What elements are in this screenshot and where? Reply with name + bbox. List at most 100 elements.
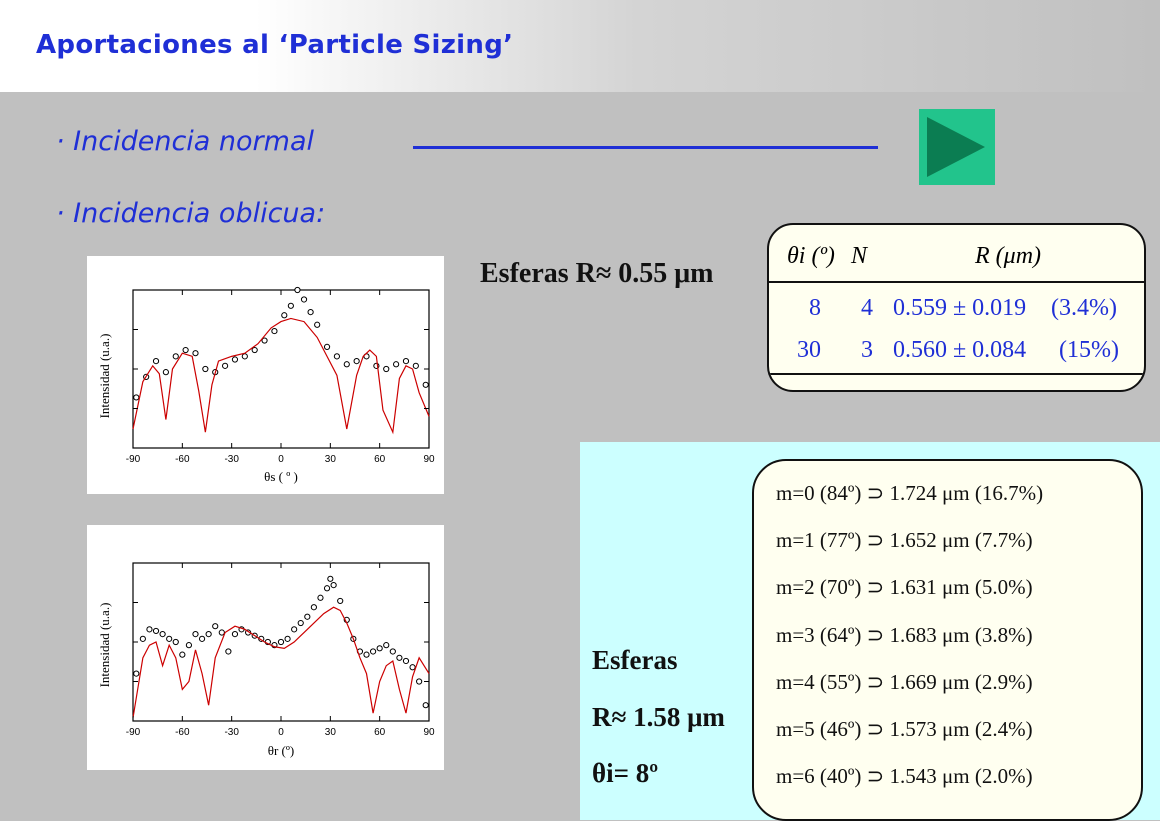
- data-point: [353, 358, 360, 365]
- data-point: [317, 594, 324, 601]
- data-point: [327, 575, 334, 582]
- table-row-2-n: 3: [861, 337, 873, 363]
- chart-svg-1: -90 -60 -30 0 30 60 90 Intensidad (u.a.) θs ( …: [97, 286, 435, 484]
- data-point: [159, 631, 166, 638]
- data-point: [261, 337, 268, 344]
- y-axis-label: Intensidad (u.a.): [97, 334, 112, 419]
- data-point: [139, 635, 146, 642]
- data-point: [241, 353, 248, 360]
- table-bottom-rule: [769, 373, 1144, 375]
- x-tick-label: 0: [278, 727, 284, 738]
- x-tick-label: -90: [126, 454, 141, 465]
- data-point: [396, 654, 403, 661]
- data-point: [337, 597, 344, 605]
- data-point: [251, 346, 258, 354]
- table-row-1-n: 4: [861, 295, 873, 321]
- data-point: [271, 327, 278, 335]
- spheres-large-radius: R≈ 1.58 μm: [592, 702, 725, 732]
- x-tick-label: -90: [126, 727, 141, 738]
- data-point: [172, 638, 179, 646]
- table-row-1-r: 0.559 ± 0.019: [893, 295, 1027, 321]
- x-axis-label: θs ( º ): [264, 469, 298, 484]
- result-row-m4: m=4 (55º) ⊃ 1.669 μm (2.9%): [776, 670, 1033, 694]
- data-point: [343, 361, 350, 368]
- theory-curve: [132, 317, 430, 435]
- data-point: [412, 362, 419, 369]
- data-point: [287, 302, 294, 309]
- data-point: [284, 635, 291, 642]
- x-tick-label: 30: [325, 727, 337, 738]
- data-point: [152, 627, 160, 635]
- spheres-large-angle: θi= 8º: [592, 758, 659, 788]
- x-tick-label: 60: [374, 454, 386, 465]
- spheres-small-label: Esferas R≈ 0.55 μm: [480, 258, 714, 289]
- play-button[interactable]: [919, 109, 995, 185]
- mode-results-box: m=0 (84º) ⊃ 1.724 μm (16.7%) m=1 (77º) ⊃…: [752, 459, 1143, 821]
- data-point: [198, 635, 206, 642]
- result-row-m2: m=2 (70º) ⊃ 1.631 μm (5.0%): [776, 575, 1033, 599]
- result-row-m1: m=1 (77º) ⊃ 1.652 μm (7.7%): [776, 528, 1033, 552]
- data-point: [389, 648, 396, 655]
- data-point: [422, 381, 429, 388]
- data-point: [314, 321, 321, 328]
- data-point: [185, 642, 193, 649]
- table-header-rule: [769, 281, 1144, 283]
- data-point: [146, 626, 153, 633]
- table-row-2-r: 0.560 ± 0.084: [893, 337, 1027, 363]
- x-tick-label: -30: [224, 727, 239, 738]
- chart-svg-2: -90 -60 -30 0 30 60 90 Intensidad (u.a.) θr (º…: [97, 562, 435, 758]
- result-row-m0: m=0 (84º) ⊃ 1.724 μm (16.7%): [776, 481, 1044, 505]
- data-point: [133, 394, 140, 401]
- title-bar: [0, 0, 1160, 92]
- data-point: [281, 312, 288, 319]
- y-axis-label: Intensidad (u.a.): [97, 603, 112, 688]
- table-header-n: N: [851, 243, 868, 269]
- data-point: [297, 619, 304, 627]
- spheres-large-label: Esferas: [592, 645, 678, 675]
- data-point: [218, 629, 225, 636]
- x-tick-label: 30: [325, 454, 337, 465]
- data-point: [409, 664, 416, 671]
- data-point: [166, 635, 173, 642]
- data-point: [205, 631, 212, 638]
- data-point: [402, 657, 410, 665]
- data-point: [393, 361, 400, 368]
- underline-divider: [413, 146, 878, 149]
- data-point: [152, 358, 160, 365]
- x-tick-label: 90: [423, 727, 435, 738]
- result-row-m6: m=6 (40º) ⊃ 1.543 μm (2.0%): [776, 764, 1033, 788]
- data-point: [402, 358, 410, 365]
- x-tick-label: 0: [278, 454, 284, 465]
- table-header-theta: θi (º): [787, 243, 835, 269]
- data-point: [225, 648, 232, 655]
- play-icon: [927, 117, 985, 177]
- data-point: [172, 353, 179, 360]
- data-point: [212, 623, 219, 630]
- table-row-2-theta: 30: [797, 337, 821, 363]
- table-header-r: R (μm): [975, 243, 1042, 269]
- plot-intensity-small-spheres: -90 -60 -30 0 30 60 90 Intensidad (u.a.) θs ( …: [87, 256, 444, 494]
- x-tick-label: 60: [374, 727, 386, 738]
- x-tick-label: -60: [175, 727, 190, 738]
- data-point: [162, 369, 169, 376]
- data-point: [221, 362, 229, 369]
- data-point: [323, 585, 331, 592]
- data-point: [416, 678, 423, 685]
- data-point: [310, 604, 317, 611]
- data-point: [291, 626, 298, 633]
- data-point: [277, 638, 285, 646]
- data-point: [179, 651, 186, 658]
- data-point: [192, 350, 199, 357]
- bullet-oblique-incidence: · Incidencia oblicua:: [56, 198, 326, 229]
- result-row-m5: m=5 (46º) ⊃ 1.573 μm (2.4%): [776, 717, 1033, 741]
- data-point: [383, 642, 390, 649]
- data-point: [182, 346, 189, 354]
- result-row-m3: m=3 (64º) ⊃ 1.683 μm (3.8%): [776, 623, 1033, 647]
- data-point: [323, 343, 331, 350]
- bullet-normal-incidence: · Incidencia normal: [56, 126, 315, 157]
- data-point: [376, 645, 383, 652]
- data-point: [363, 651, 370, 658]
- data-point: [231, 356, 239, 363]
- table-row-1-pct: (3.4%): [1051, 295, 1117, 321]
- theory-curve: [132, 606, 430, 718]
